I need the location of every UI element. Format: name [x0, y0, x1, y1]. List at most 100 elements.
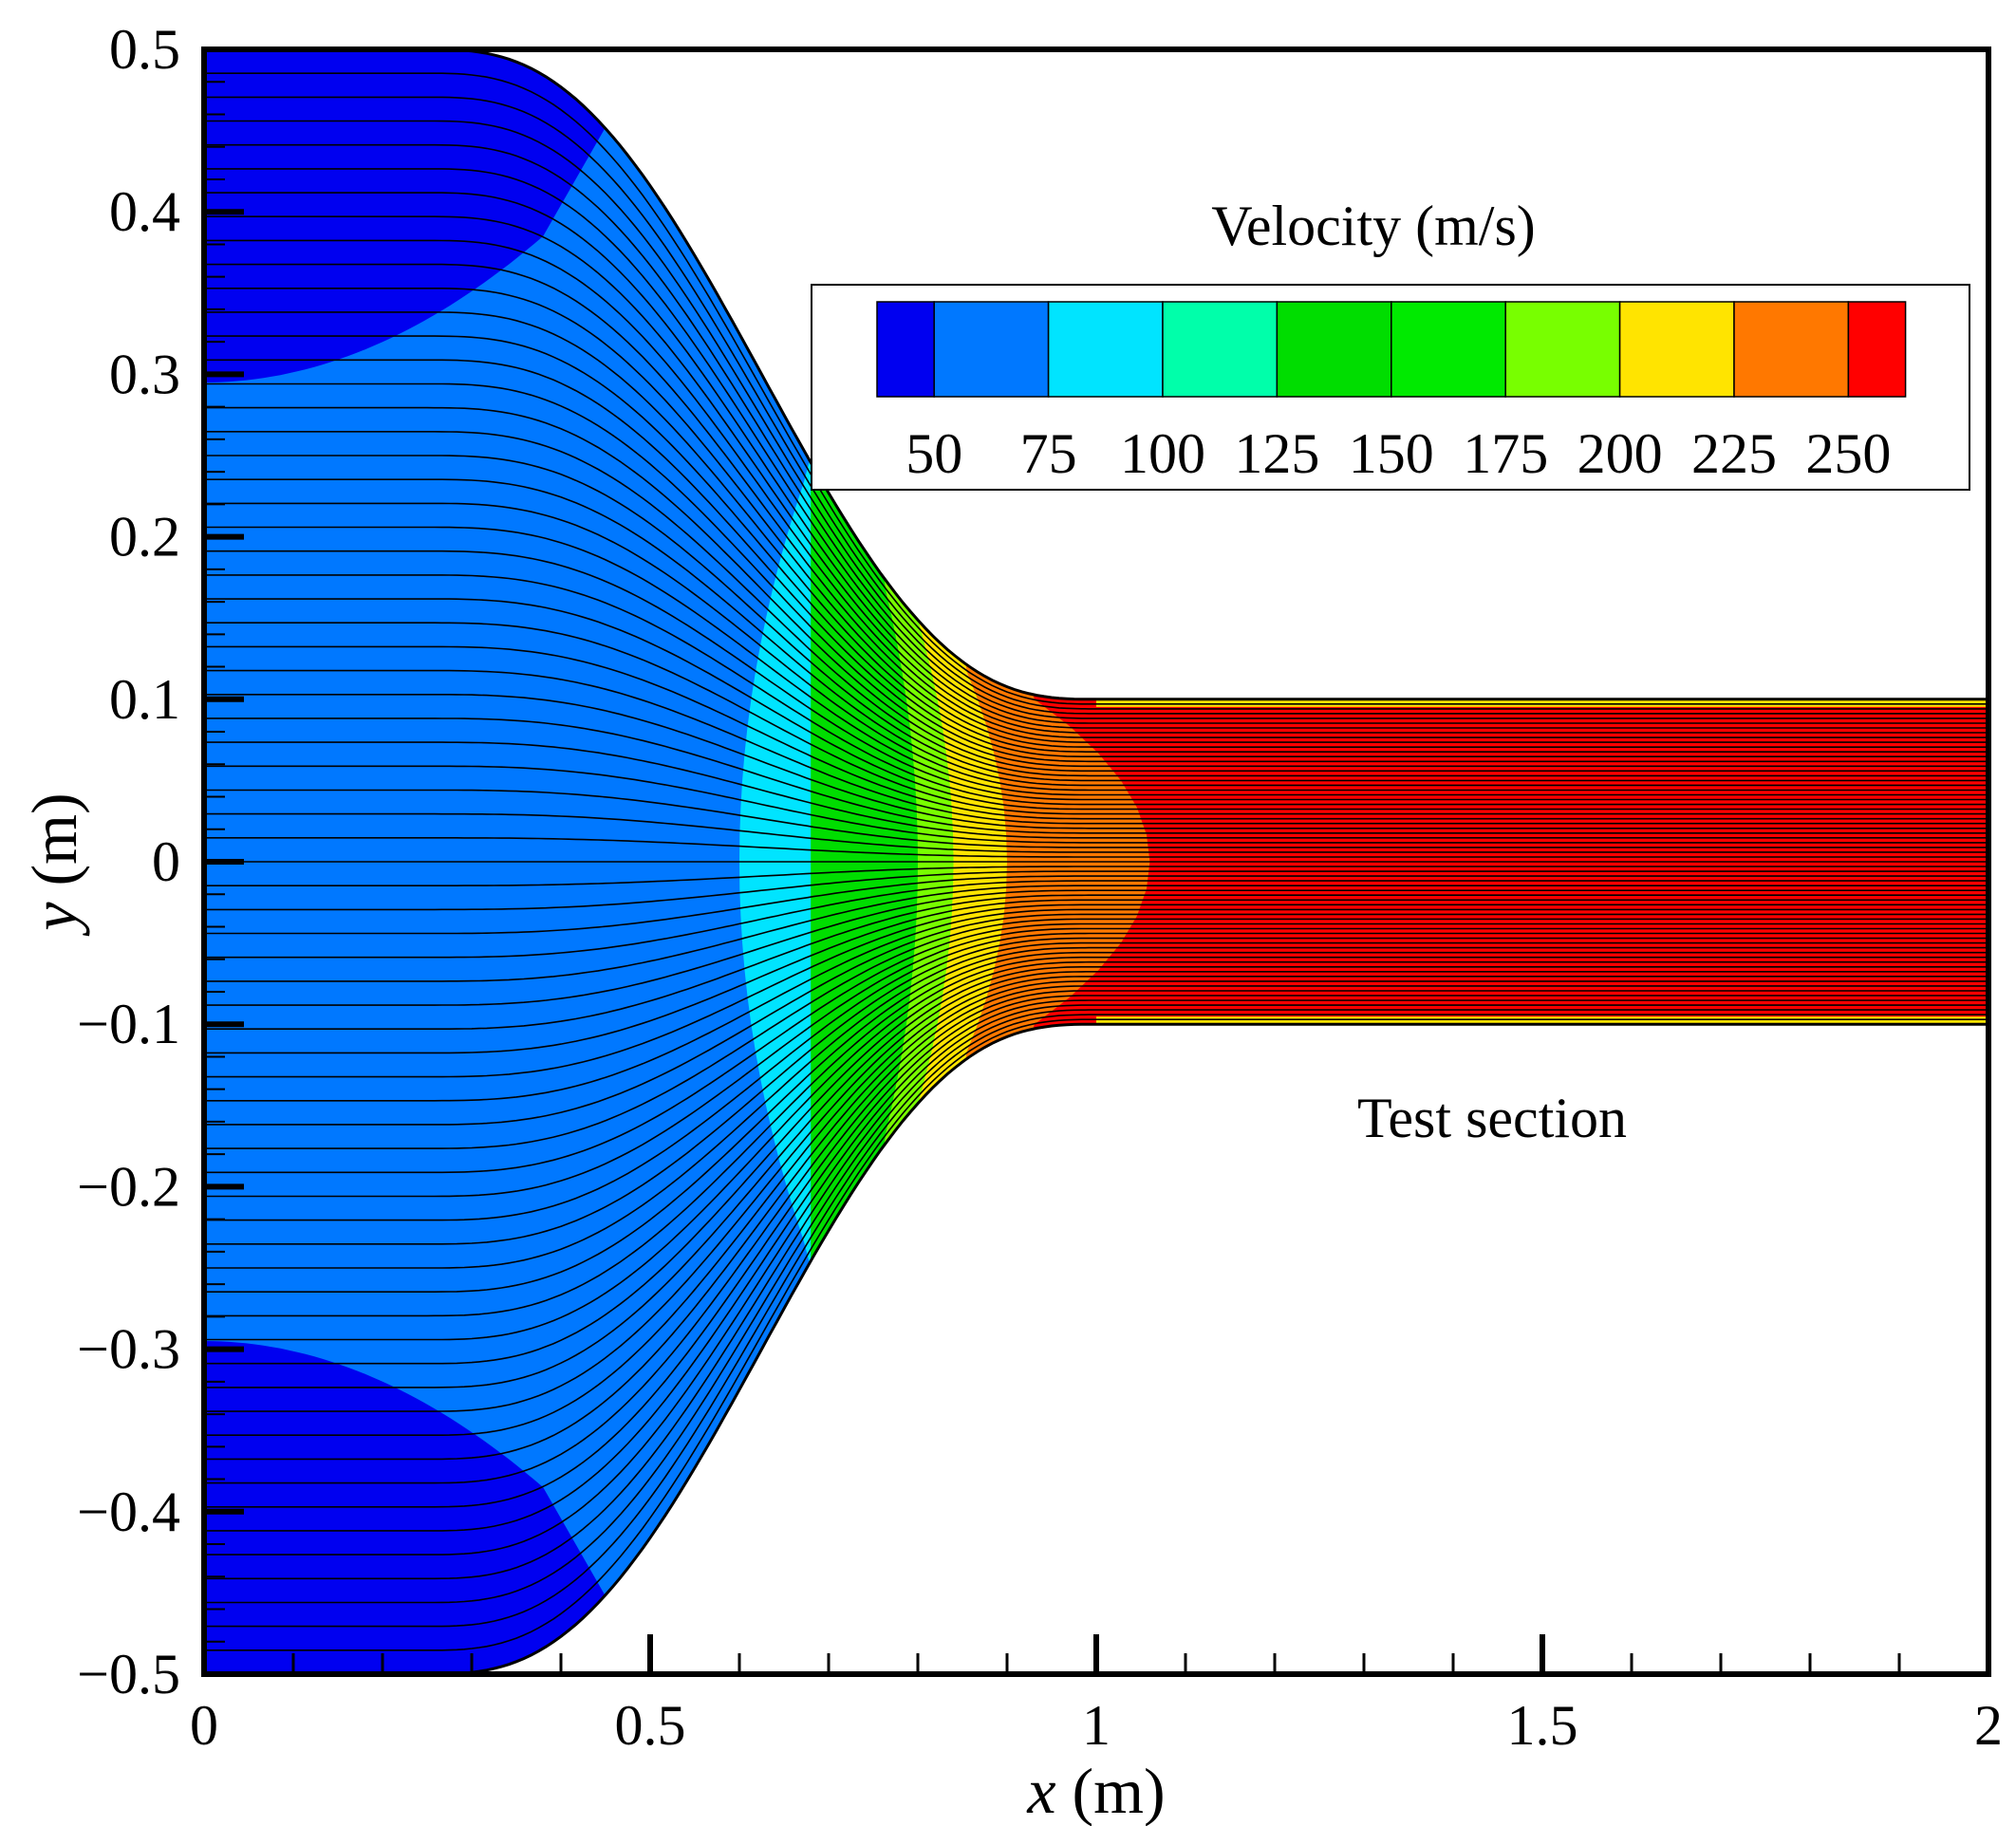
streamline [204, 263, 1988, 743]
nozzle-wall-lower [204, 1022, 1988, 1676]
streamline [204, 971, 1988, 1412]
streamline [204, 574, 1988, 806]
legend-swatch [1504, 301, 1621, 398]
streamline [204, 999, 1988, 1556]
streamline [204, 72, 1988, 705]
streamline [204, 741, 1988, 839]
streamline [204, 880, 1988, 959]
legend-label: 200 [1577, 422, 1663, 485]
y-tick-label: 0.1 [109, 668, 180, 731]
legend-label: 50 [905, 422, 962, 485]
streamline [204, 956, 1988, 1341]
streamline [204, 894, 1988, 1030]
streamline [204, 937, 1988, 1245]
streamline [204, 885, 1988, 982]
streamline [204, 913, 1988, 1126]
streamline [204, 966, 1988, 1388]
y-axis-title: y (m) [18, 792, 90, 936]
legend-swatch [1391, 301, 1506, 398]
y-tick-label: 0.5 [109, 18, 180, 81]
legend-swatch [1847, 301, 1907, 398]
streamline [204, 288, 1988, 748]
legend-swatch [876, 301, 935, 398]
legend-swatch [1618, 301, 1735, 398]
streamline [204, 995, 1988, 1532]
y-tick-label: 0 [152, 830, 180, 893]
streamline [204, 812, 1988, 853]
streamline [204, 598, 1988, 811]
legend-label: 225 [1691, 422, 1777, 485]
boundary-layer-lower [1096, 1016, 1988, 1025]
streamline [204, 550, 1988, 801]
streamline [204, 478, 1988, 787]
x-tick-label: 1 [1082, 1694, 1111, 1757]
streamline [204, 904, 1988, 1078]
y-tick-label: 0.4 [109, 180, 180, 243]
streamline [204, 239, 1988, 738]
y-tick-label: −0.3 [77, 1318, 180, 1381]
streamline [204, 985, 1988, 1484]
streamline [204, 980, 1988, 1461]
streamline [204, 694, 1988, 829]
streamline [204, 192, 1988, 729]
streamline [204, 946, 1988, 1293]
streamline [204, 502, 1988, 792]
streamline [204, 96, 1988, 710]
x-tick-label: 2 [1974, 1694, 2003, 1757]
legend-title: Velocity (m/s) [1211, 195, 1536, 257]
streamline [204, 359, 1988, 763]
legend-swatch [933, 301, 1050, 398]
legend-label: 250 [1805, 422, 1891, 485]
x-axis-title: x (m) [1026, 1755, 1165, 1826]
streamline [204, 927, 1988, 1198]
streamline [204, 875, 1988, 935]
y-tick-label: 0.3 [109, 343, 180, 405]
y-tick-label: −0.1 [77, 993, 180, 1055]
streamlines [204, 72, 1988, 1651]
y-tick-label: −0.4 [77, 1481, 180, 1543]
velocity-legend: Velocity (m/s) 50 75 100 125 150 175 200 225 250 [811, 195, 1970, 491]
legend-label: 175 [1463, 422, 1548, 485]
streamline [204, 431, 1988, 777]
streamline [204, 215, 1988, 734]
x-tick-label: 0.5 [615, 1694, 686, 1757]
legend-color-bar [876, 301, 1907, 398]
axis-ticks [201, 47, 1991, 1677]
streamline [204, 870, 1988, 911]
test-section-label: Test section [1357, 1087, 1627, 1149]
x-tick-label: 1.5 [1507, 1694, 1578, 1757]
legend-swatch [1162, 301, 1279, 398]
legend-swatch [1276, 301, 1392, 398]
streamline [204, 908, 1988, 1102]
streamline [204, 866, 1988, 886]
streamline [204, 976, 1988, 1436]
y-tick-label: −0.2 [77, 1155, 180, 1218]
y-tick-label: −0.5 [77, 1643, 180, 1705]
streamline [204, 622, 1988, 815]
streamline [204, 765, 1988, 844]
streamline [204, 717, 1988, 834]
streamline [204, 168, 1988, 724]
legend-label: 150 [1349, 422, 1434, 485]
streamline [204, 1018, 1988, 1651]
nozzle-wall-upper [204, 47, 1988, 701]
streamline [204, 1009, 1988, 1604]
streamline [204, 1014, 1988, 1628]
streamline [204, 922, 1988, 1174]
streamline [204, 455, 1988, 782]
x-tick-label: 0 [190, 1694, 218, 1757]
streamline [204, 406, 1988, 773]
plot-area: 0 0.5 1 1.5 2 0.5 0.4 0.3 0.2 0.1 0 −0.1 −0.2 −0.3 −0.… [77, 18, 2003, 1757]
streamline [204, 526, 1988, 796]
legend-labels: 50 75 100 125 150 175 200 225 250 [905, 422, 1891, 485]
legend-swatch [1733, 301, 1850, 398]
streamline [204, 311, 1988, 753]
streamline [204, 1004, 1988, 1580]
streamline [204, 899, 1988, 1054]
legend-label: 75 [1020, 422, 1077, 485]
streamline [204, 960, 1988, 1365]
streamline [204, 837, 1988, 858]
y-tick-label: 0.2 [109, 506, 180, 568]
streamline [204, 932, 1988, 1221]
